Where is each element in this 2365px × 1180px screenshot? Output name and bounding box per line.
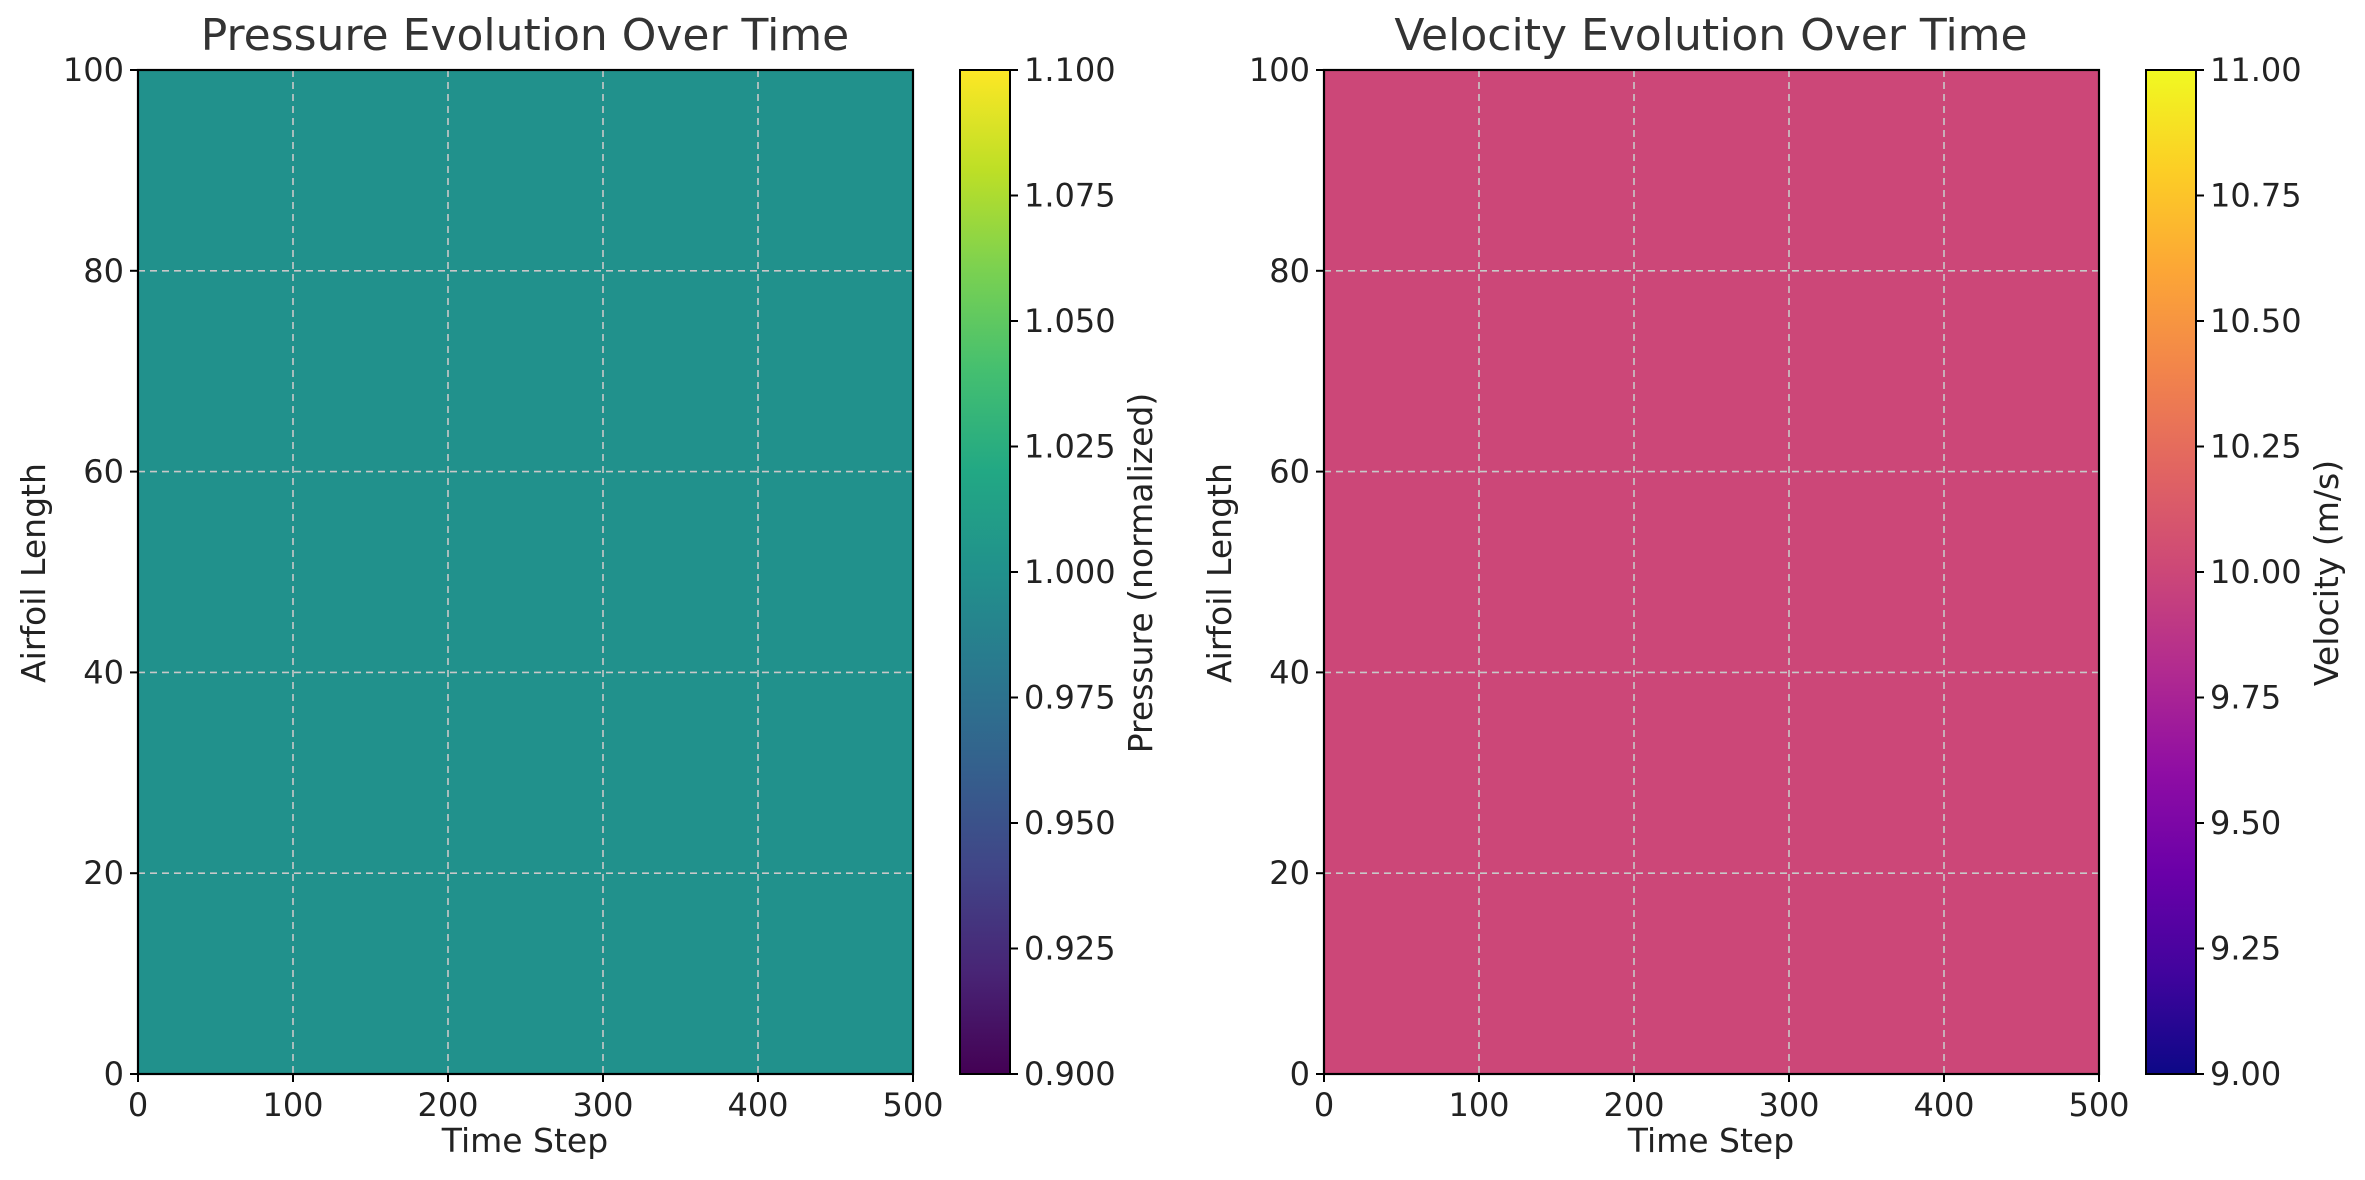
velocity-x-tick-label: 0 [1314, 1086, 1334, 1124]
pressure-colorbar [959, 69, 1011, 1075]
velocity-colorbar-tick-label: 10.00 [2210, 553, 2302, 591]
pressure-y-ticks: 0 20 40 60 80 100 [63, 51, 138, 1093]
velocity-x-axis-label: Time Step [1627, 1121, 1794, 1160]
pressure-plot-frame [136, 68, 915, 1076]
velocity-colorbar-tick-label: 10.50 [2210, 302, 2302, 340]
velocity-heatmap-field [1324, 70, 2099, 1074]
velocity-y-tick-label: 20 [1269, 854, 1310, 892]
pressure-chart-title: Pressure Evolution Over Time [201, 10, 850, 61]
velocity-panel: Velocity Evolution Over Time 0 100 200 300 4… [1200, 10, 2346, 1160]
pressure-colorbar-tick-label: 1.050 [1024, 302, 1116, 340]
pressure-x-tick-label: 100 [262, 1086, 323, 1124]
velocity-x-tick-label: 400 [1913, 1086, 1974, 1124]
velocity-y-tick-label: 100 [1249, 51, 1310, 89]
velocity-x-ticks: 0 100 200 300 400 500 [1314, 1074, 2130, 1124]
pressure-colorbar-tick-label: 1.100 [1024, 51, 1116, 89]
pressure-x-axis-label: Time Step [441, 1121, 608, 1160]
pressure-colorbar-tick-label: 0.950 [1024, 804, 1116, 842]
velocity-x-tick-label: 200 [1603, 1086, 1664, 1124]
pressure-y-tick-label: 40 [83, 653, 124, 691]
pressure-y-axis-label: Airfoil Length [14, 463, 53, 683]
velocity-colorbar-tick-label: 9.25 [2210, 930, 2281, 968]
velocity-y-tick-label: 0 [1290, 1055, 1310, 1093]
velocity-colorbar-tick-label: 9.50 [2210, 804, 2281, 842]
pressure-colorbar-label: Pressure (normalized) [1121, 393, 1160, 754]
pressure-colorbar-tick-label: 0.900 [1024, 1055, 1116, 1093]
velocity-colorbar-tick-label: 10.25 [2210, 428, 2302, 466]
pressure-grid [138, 70, 913, 1074]
velocity-colorbar-tick-label: 11.00 [2210, 51, 2302, 89]
pressure-panel: Pressure Evolution Over Time 0 100 200 300 4… [14, 10, 1160, 1160]
velocity-colorbar-tick-label: 10.75 [2210, 177, 2302, 215]
velocity-colorbar-ticks: 9.00 9.25 9.50 9.75 10.00 10.25 10.50 10.75 11.0… [2196, 51, 2302, 1093]
pressure-heatmap-field [138, 70, 913, 1074]
velocity-colorbar [2145, 69, 2197, 1075]
velocity-x-tick-label: 500 [2068, 1086, 2129, 1124]
pressure-y-tick-label: 20 [83, 854, 124, 892]
pressure-x-tick-label: 0 [128, 1086, 148, 1124]
velocity-grid [1324, 70, 2099, 1074]
pressure-colorbar-tick-label: 0.975 [1024, 679, 1116, 717]
pressure-colorbar-ticks: 0.900 0.925 0.950 0.975 1.000 1.025 1.050 1.075… [1010, 51, 1116, 1093]
velocity-plot-frame [1322, 68, 2101, 1076]
velocity-y-ticks: 0 20 40 60 80 100 [1249, 51, 1324, 1093]
pressure-colorbar-tick-label: 1.075 [1024, 177, 1116, 215]
velocity-y-tick-label: 80 [1269, 252, 1310, 290]
pressure-y-tick-label: 100 [63, 51, 124, 89]
pressure-x-tick-label: 400 [727, 1086, 788, 1124]
velocity-colorbar-tick-label: 9.75 [2210, 679, 2281, 717]
velocity-y-tick-label: 60 [1269, 453, 1310, 491]
pressure-colorbar-tick-label: 0.925 [1024, 930, 1116, 968]
velocity-colorbar-label: Velocity (m/s) [2307, 460, 2346, 686]
pressure-y-tick-label: 60 [83, 453, 124, 491]
pressure-x-tick-label: 200 [417, 1086, 478, 1124]
velocity-x-tick-label: 100 [1448, 1086, 1509, 1124]
velocity-colorbar-tick-label: 9.00 [2210, 1055, 2281, 1093]
pressure-x-tick-label: 500 [882, 1086, 943, 1124]
velocity-chart-title: Velocity Evolution Over Time [1394, 10, 2027, 61]
pressure-colorbar-tick-label: 1.025 [1024, 428, 1116, 466]
velocity-y-axis-label: Airfoil Length [1200, 463, 1239, 683]
pressure-x-ticks: 0 100 200 300 400 500 [128, 1074, 944, 1124]
velocity-x-tick-label: 300 [1758, 1086, 1819, 1124]
pressure-y-tick-label: 80 [83, 252, 124, 290]
pressure-colorbar-tick-label: 1.000 [1024, 553, 1116, 591]
pressure-x-tick-label: 300 [572, 1086, 633, 1124]
pressure-y-tick-label: 0 [104, 1055, 124, 1093]
velocity-y-tick-label: 40 [1269, 653, 1310, 691]
